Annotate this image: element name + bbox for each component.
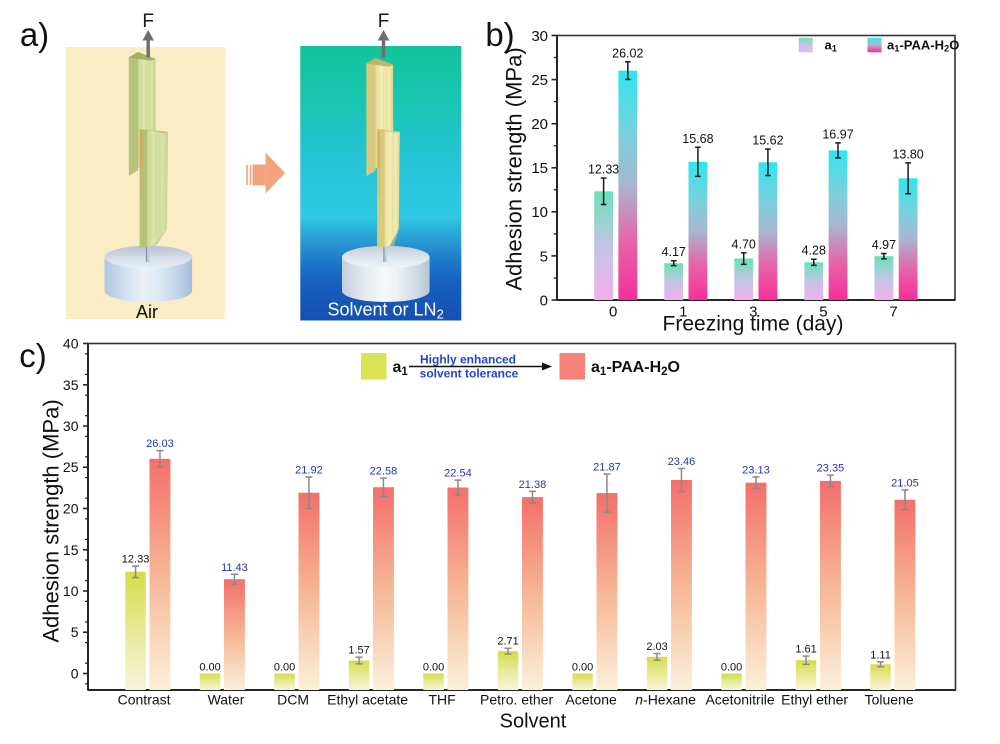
svg-text:Acetone: Acetone bbox=[565, 692, 617, 708]
svg-text:10: 10 bbox=[63, 583, 79, 599]
svg-text:solvent tolerance: solvent tolerance bbox=[420, 367, 519, 381]
svg-text:16.97: 16.97 bbox=[822, 127, 853, 141]
svg-text:23.13: 23.13 bbox=[742, 464, 770, 476]
svg-text:21.38: 21.38 bbox=[519, 479, 547, 491]
svg-text:Adhesion strength (MPa): Adhesion strength (MPa) bbox=[39, 399, 64, 642]
svg-text:a1-PAA-H2O: a1-PAA-H2O bbox=[591, 359, 680, 378]
svg-text:4.70: 4.70 bbox=[732, 237, 756, 251]
svg-text:7: 7 bbox=[889, 304, 897, 321]
svg-text:1.61: 1.61 bbox=[795, 644, 816, 656]
svg-text:0.00: 0.00 bbox=[572, 662, 593, 674]
svg-text:Adhesion strength (MPa): Adhesion strength (MPa) bbox=[502, 47, 527, 290]
svg-text:4.28: 4.28 bbox=[802, 244, 826, 258]
svg-text:15.62: 15.62 bbox=[752, 134, 783, 148]
svg-text:4.97: 4.97 bbox=[872, 238, 896, 252]
svg-text:Freezing time (day): Freezing time (day) bbox=[663, 313, 844, 336]
svg-text:15.68: 15.68 bbox=[682, 132, 713, 146]
svg-text:Highly enhanced: Highly enhanced bbox=[420, 353, 516, 367]
svg-text:5: 5 bbox=[819, 304, 827, 321]
svg-text:11.43: 11.43 bbox=[221, 562, 248, 574]
svg-text:0.00: 0.00 bbox=[199, 662, 220, 674]
svg-text:1.57: 1.57 bbox=[348, 645, 369, 657]
svg-text:a): a) bbox=[20, 16, 49, 53]
svg-text:12.33: 12.33 bbox=[588, 163, 619, 177]
svg-text:23.35: 23.35 bbox=[817, 463, 845, 475]
svg-text:1.11: 1.11 bbox=[870, 649, 891, 661]
svg-text:a1-PAA-H2O: a1-PAA-H2O bbox=[887, 37, 959, 53]
svg-text:30: 30 bbox=[63, 418, 79, 434]
svg-text:Solvent or LN2: Solvent or LN2 bbox=[328, 300, 444, 322]
svg-text:1: 1 bbox=[679, 304, 687, 321]
svg-text:23.46: 23.46 bbox=[668, 456, 696, 468]
svg-text:21.92: 21.92 bbox=[295, 465, 323, 477]
svg-text:0: 0 bbox=[540, 292, 548, 309]
svg-text:3: 3 bbox=[749, 304, 757, 321]
svg-text:20: 20 bbox=[63, 501, 79, 517]
svg-text:0: 0 bbox=[609, 304, 617, 321]
svg-text:Toluene: Toluene bbox=[865, 692, 914, 708]
svg-text:12.33: 12.33 bbox=[122, 554, 150, 566]
svg-text:25: 25 bbox=[63, 459, 79, 475]
svg-text:F: F bbox=[142, 11, 154, 32]
svg-text:10: 10 bbox=[531, 204, 548, 221]
svg-text:Acetonitrile: Acetonitrile bbox=[705, 692, 774, 708]
svg-text:F: F bbox=[378, 11, 390, 32]
svg-text:15: 15 bbox=[63, 542, 79, 558]
svg-text:Air: Air bbox=[136, 302, 158, 322]
svg-text:5: 5 bbox=[540, 248, 548, 265]
svg-text:22.58: 22.58 bbox=[370, 466, 398, 478]
svg-text:21.87: 21.87 bbox=[593, 462, 621, 474]
svg-text:b): b) bbox=[485, 16, 514, 53]
svg-text:26.03: 26.03 bbox=[146, 438, 174, 450]
svg-text:Petro. ether: Petro. ether bbox=[480, 692, 553, 708]
svg-text:4.17: 4.17 bbox=[662, 245, 686, 259]
svg-text:0.00: 0.00 bbox=[721, 662, 742, 674]
svg-text:13.80: 13.80 bbox=[892, 147, 923, 161]
svg-text:c): c) bbox=[19, 337, 47, 374]
svg-text:15: 15 bbox=[531, 160, 548, 177]
svg-text:THF: THF bbox=[428, 692, 455, 708]
svg-text:Ethyl acetate: Ethyl acetate bbox=[327, 692, 408, 708]
svg-text:Water: Water bbox=[208, 692, 245, 708]
svg-text:35: 35 bbox=[63, 377, 79, 393]
svg-text:Contrast: Contrast bbox=[118, 692, 171, 708]
svg-text:Ethyl ether: Ethyl ether bbox=[781, 692, 848, 708]
svg-text:40: 40 bbox=[63, 336, 79, 352]
svg-text:2.03: 2.03 bbox=[646, 641, 667, 653]
svg-text:DCM: DCM bbox=[277, 692, 309, 708]
svg-text:26.02: 26.02 bbox=[612, 46, 643, 60]
svg-text:20: 20 bbox=[531, 116, 548, 133]
svg-text:25: 25 bbox=[531, 72, 548, 89]
svg-text:21.05: 21.05 bbox=[891, 477, 919, 489]
svg-text:n-Hexane: n-Hexane bbox=[635, 692, 696, 708]
svg-text:2.71: 2.71 bbox=[497, 636, 518, 648]
svg-text:a1: a1 bbox=[393, 359, 409, 378]
svg-text:0.00: 0.00 bbox=[423, 662, 444, 674]
svg-text:a1: a1 bbox=[825, 37, 837, 53]
svg-text:0: 0 bbox=[71, 666, 79, 682]
svg-text:0.00: 0.00 bbox=[274, 662, 295, 674]
svg-text:Solvent: Solvent bbox=[500, 711, 567, 733]
svg-text:22.54: 22.54 bbox=[444, 468, 472, 480]
svg-text:30: 30 bbox=[531, 28, 548, 45]
svg-text:5: 5 bbox=[71, 624, 79, 640]
